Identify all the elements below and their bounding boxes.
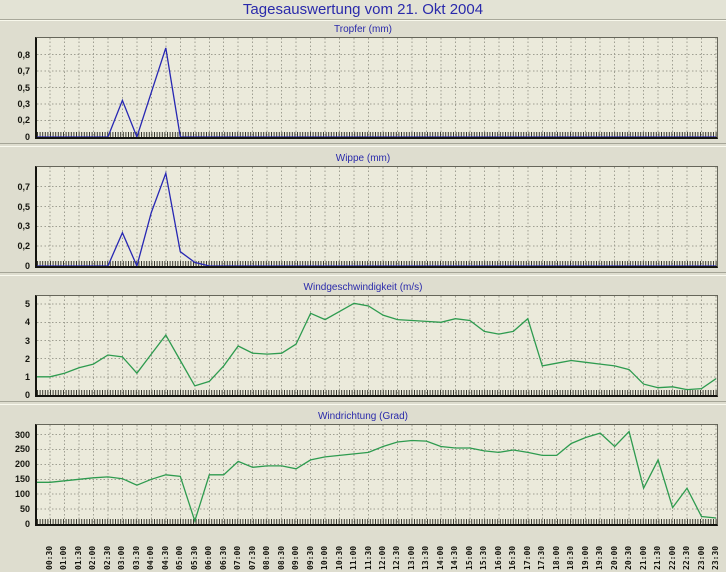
y-tick-label: 0,8 [17, 49, 30, 60]
x-tick-label: 23:30 [711, 545, 720, 570]
plot-area-windrichtung [35, 424, 718, 526]
y-tick-label: 2 [24, 353, 30, 364]
y-axis-labels-tropfer: 0 0,2 0,3 0,5 0,7 0,8 [0, 37, 30, 142]
y-tick-label: 0 [24, 390, 30, 400]
x-tick-label: 14:00 [435, 545, 445, 570]
y-tick-label: 0 [24, 519, 30, 529]
section-divider [0, 401, 726, 405]
x-tick-label: 02:00 [88, 545, 98, 570]
charts-container: Tropfer (mm) 0 0,2 0,3 0,5 0,7 0,8 Wippe (mm)… [0, 22, 726, 529]
plot-area-tropfer [35, 37, 718, 139]
report-header: Tagesauswertung vom 21. Okt 2004 [0, 0, 726, 20]
y-tick-label: 150 [14, 474, 30, 485]
windgeschwindigkeit-line-chart [37, 296, 717, 395]
chart-title-wippe: Wippe (mm) [335, 153, 391, 164]
y-tick-label: 1 [24, 371, 30, 382]
x-tick-label: 21:00 [638, 545, 648, 570]
x-tick-label: 00:30 [45, 545, 54, 570]
y-tick-label: 0,2 [17, 241, 30, 252]
x-tick-label: 22:00 [667, 545, 677, 570]
chart-title-windgeschwindigkeit: Windgeschwindigkeit (m/s) [303, 282, 423, 293]
x-tick-label: 17:00 [522, 545, 532, 570]
y-tick-label: 50 [19, 504, 30, 515]
y-tick-label: 0,7 [17, 65, 30, 76]
y-tick-label: 0,7 [17, 181, 30, 192]
x-tick-label: 14:30 [450, 545, 460, 570]
y-tick-label: 3 [24, 335, 30, 346]
x-tick-label: 15:00 [464, 545, 474, 570]
x-tick-label: 01:30 [73, 545, 83, 570]
chart-title-tropfer: Tropfer (mm) [334, 24, 392, 35]
x-tick-label: 10:30 [334, 545, 344, 570]
y-tick-label: 0,5 [17, 82, 30, 93]
x-tick-label: 08:00 [262, 545, 272, 570]
x-tick-label: 04:00 [146, 545, 156, 570]
x-tick-label: 03:30 [131, 545, 141, 570]
x-tick-label: 18:30 [566, 545, 576, 570]
y-tick-label: 0 [24, 261, 30, 271]
y-tick-label: 0,2 [17, 115, 30, 126]
y-tick-label: 0 [24, 132, 30, 142]
x-tick-label: 08:30 [276, 545, 286, 570]
chart-title-windrichtung: Windrichtung (Grad) [317, 411, 409, 422]
x-tick-label: 21:30 [653, 545, 663, 570]
x-tick-label: 07:00 [233, 545, 243, 570]
windrichtung-line-chart [37, 425, 717, 524]
y-tick-label: 5 [24, 299, 30, 310]
x-tick-label: 16:30 [508, 545, 518, 570]
page-title: Tagesauswertung vom 21. Okt 2004 [242, 1, 484, 18]
x-tick-label: 01:00 [59, 545, 69, 570]
y-tick-label: 200 [14, 459, 30, 470]
chart-block-tropfer: Tropfer (mm) 0 0,2 0,3 0,5 0,7 0,8 [0, 22, 726, 142]
x-tick-label: 19:00 [580, 545, 590, 570]
y-axis-labels-windgeschwindigkeit: 0 1 2 3 4 5 [0, 295, 30, 400]
y-tick-label: 100 [14, 489, 30, 500]
wippe-line-chart [37, 167, 717, 266]
y-axis-labels-wippe: 0 0,2 0,3 0,5 0,7 [0, 166, 30, 271]
x-tick-label: 03:00 [117, 545, 127, 570]
chart-block-windrichtung: Windrichtung (Grad) 0 50 100 150 200 250 300 [0, 409, 726, 529]
y-tick-label: 250 [14, 444, 30, 455]
x-tick-label: 07:30 [247, 545, 257, 570]
section-divider [0, 143, 726, 147]
plot-area-windgeschwindigkeit [35, 295, 718, 397]
chart-block-windgeschwindigkeit: Windgeschwindigkeit (m/s) 0 1 2 3 4 5 [0, 280, 726, 400]
x-tick-label: 12:30 [392, 545, 402, 570]
x-tick-label: 12:00 [378, 545, 387, 570]
x-tick-label: 18:00 [551, 545, 561, 570]
x-tick-label: 11:00 [349, 545, 359, 570]
y-tick-label: 0,3 [17, 221, 30, 232]
x-tick-label: 10:00 [320, 545, 330, 570]
x-tick-label: 05:00 [175, 545, 185, 570]
y-tick-label: 300 [14, 429, 30, 440]
y-axis-labels-windrichtung: 0 50 100 150 200 250 300 [0, 424, 30, 529]
x-tick-label: 04:30 [160, 545, 170, 570]
x-tick-label: 06:30 [218, 545, 228, 570]
y-tick-label: 0,5 [17, 201, 30, 212]
x-tick-label: 20:00 [609, 545, 619, 570]
x-tick-label: 17:30 [537, 545, 547, 570]
plot-area-wippe [35, 166, 718, 268]
x-tick-label: 09:30 [305, 545, 315, 570]
x-tick-label: 05:30 [189, 545, 199, 570]
y-tick-label: 0,3 [17, 99, 30, 110]
x-tick-label: 13:30 [421, 545, 431, 570]
chart-block-wippe: Wippe (mm) 0 0,2 0,3 0,5 0,7 [0, 151, 726, 271]
x-tick-label: 13:00 [406, 545, 416, 570]
x-tick-label: 06:00 [204, 545, 214, 570]
section-divider [0, 272, 726, 276]
x-tick-label: 15:30 [479, 545, 489, 570]
x-tick-label: 02:30 [102, 545, 112, 570]
x-tick-label: 22:30 [682, 545, 692, 570]
x-tick-label: 23:00 [696, 545, 706, 570]
x-tick-label: 20:30 [624, 545, 634, 570]
y-tick-label: 4 [24, 317, 30, 328]
x-tick-label: 09:00 [291, 545, 301, 570]
x-tick-label: 16:00 [493, 545, 503, 570]
x-tick-label: 19:30 [595, 545, 605, 570]
tropfer-line-chart [37, 38, 717, 137]
x-tick-label: 11:30 [363, 545, 373, 570]
x-axis-time-labels: 00:30 01:00 01:30 02:00 02:30 03:00 03:30 04:00… [0, 526, 726, 572]
